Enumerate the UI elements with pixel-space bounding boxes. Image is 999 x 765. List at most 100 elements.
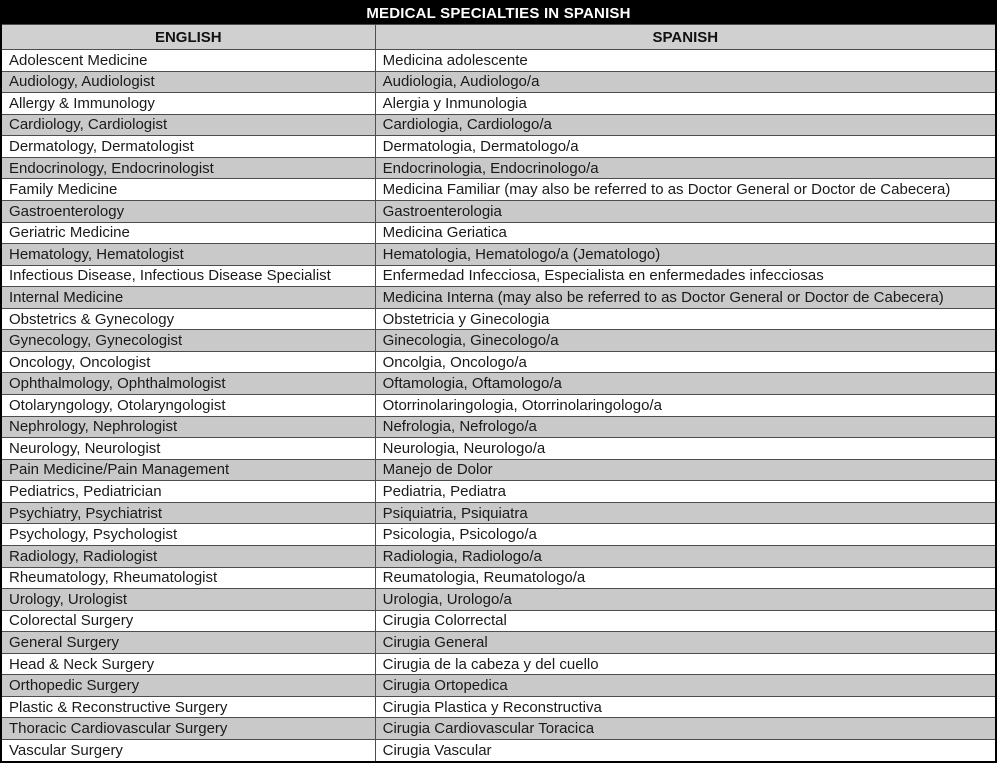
spanish-cell: Cirugia Plastica y Reconstructiva <box>374 695 997 719</box>
english-cell: Orthopedic Surgery <box>0 674 376 697</box>
english-cell: Plastic & Reconstructive Surgery <box>0 695 376 719</box>
spanish-cell: Audiologia, Audiologo/a <box>374 70 997 94</box>
table-row: Radiology, Radiologist Radiologia, Radiol… <box>0 544 997 568</box>
column-header-spanish: SPANISH <box>374 24 997 50</box>
english-cell: Internal Medicine <box>0 286 376 309</box>
english-cell: Head & Neck Surgery <box>0 652 376 676</box>
english-cell: Urology, Urologist <box>0 588 376 611</box>
spanish-cell: Oncolgia, Oncologo/a <box>374 350 997 374</box>
spanish-cell: Alergia y Inmunologia <box>374 92 997 115</box>
english-cell: Gastroenterology <box>0 199 376 223</box>
table-row: Orthopedic Surgery Cirugia Ortopedica <box>0 674 997 697</box>
english-cell: Infectious Disease, Infectious Disease S… <box>0 264 376 288</box>
spanish-cell: Nefrologia, Nefrologo/a <box>374 415 997 439</box>
spanish-cell: Oftamologia, Oftamologo/a <box>374 372 997 395</box>
spanish-cell: Cirugia Cardiovascular Toracica <box>374 717 997 740</box>
spanish-cell: Medicina Geriatica <box>374 221 997 245</box>
table-row: Oncology, Oncologist Oncolgia, Oncologo/a <box>0 350 997 374</box>
english-cell: Neurology, Neurologist <box>0 437 376 460</box>
spanish-cell: Hematologia, Hematologo/a (Jematologo) <box>374 243 997 266</box>
table-row: Psychiatry, Psychiatrist Psiquiatria, Psi… <box>0 501 997 525</box>
spanish-cell: Cardiologia, Cardiologo/a <box>374 113 997 137</box>
table-row: General Surgery Cirugia General <box>0 631 997 654</box>
spanish-cell: Otorrinolaringologia, Otorrinolaringolog… <box>374 394 997 417</box>
table-row: Ophthalmology, Ophthalmologist Oftamologi… <box>0 372 997 395</box>
english-cell: Vascular Surgery <box>0 739 376 763</box>
english-cell: Endocrinology, Endocrinologist <box>0 156 376 180</box>
english-cell: Pediatrics, Pediatrician <box>0 480 376 503</box>
spanish-cell: Cirugia General <box>374 631 997 654</box>
english-cell: Allergy & Immunology <box>0 92 376 115</box>
table-row: Nephrology, Nephrologist Nefrologia, Nefr… <box>0 415 997 439</box>
spanish-cell: Psiquiatria, Psiquiatra <box>374 501 997 525</box>
english-cell: Ophthalmology, Ophthalmologist <box>0 372 376 395</box>
table-row: Vascular Surgery Cirugia Vascular <box>0 739 997 763</box>
table-row: Infectious Disease, Infectious Disease S… <box>0 264 997 288</box>
english-cell: Thoracic Cardiovascular Surgery <box>0 717 376 740</box>
spanish-cell: Cirugia Ortopedica <box>374 674 997 697</box>
table-row: Colorectal Surgery Cirugia Colorrectal <box>0 609 997 633</box>
english-cell: Hematology, Hematologist <box>0 243 376 266</box>
english-cell: Radiology, Radiologist <box>0 544 376 568</box>
table-row: Pain Medicine/Pain Management Manejo de D… <box>0 458 997 482</box>
spanish-cell: Endocrinologia, Endocrinologo/a <box>374 156 997 180</box>
table-row: Otolaryngology, Otolaryngologist Otorrino… <box>0 394 997 417</box>
spanish-cell: Medicina Interna (may also be referred t… <box>374 286 997 309</box>
spanish-cell: Medicina Familiar (may also be referred … <box>374 178 997 201</box>
spanish-cell: Neurologia, Neurologo/a <box>374 437 997 460</box>
english-cell: Colorectal Surgery <box>0 609 376 633</box>
column-header-english: ENGLISH <box>0 24 376 50</box>
table-row: Cardiology, Cardiologist Cardiologia, Car… <box>0 113 997 137</box>
table-body: Adolescent Medicine Medicina adolescente A… <box>0 49 997 763</box>
column-header-row: ENGLISH SPANISH <box>0 24 997 50</box>
table-row: Neurology, Neurologist Neurologia, Neurol… <box>0 437 997 460</box>
table-row: Plastic & Reconstructive Surgery Cirugia … <box>0 695 997 719</box>
english-cell: Oncology, Oncologist <box>0 350 376 374</box>
english-cell: Psychology, Psychologist <box>0 523 376 546</box>
table-row: Allergy & Immunology Alergia y Inmunologi… <box>0 92 997 115</box>
table-row: Audiology, Audiologist Audiologia, Audiol… <box>0 70 997 94</box>
spanish-cell: Pediatria, Pediatra <box>374 480 997 503</box>
table-row: Psychology, Psychologist Psicologia, Psic… <box>0 523 997 546</box>
spanish-cell: Gastroenterologia <box>374 199 997 223</box>
spanish-cell: Obstetricia y Ginecologia <box>374 307 997 331</box>
table-row: Obstetrics & Gynecology Obstetricia y Gin… <box>0 307 997 331</box>
spanish-cell: Cirugia Colorrectal <box>374 609 997 633</box>
english-cell: Otolaryngology, Otolaryngologist <box>0 394 376 417</box>
english-cell: Family Medicine <box>0 178 376 201</box>
english-cell: Rheumatology, Rheumatologist <box>0 566 376 590</box>
english-cell: Cardiology, Cardiologist <box>0 113 376 137</box>
table-row: Hematology, Hematologist Hematologia, Hem… <box>0 243 997 266</box>
table-row: Rheumatology, Rheumatologist Reumatologia… <box>0 566 997 590</box>
table-title: MEDICAL SPECIALTIES IN SPANISH <box>0 0 997 25</box>
spanish-cell: Cirugia de la cabeza y del cuello <box>374 652 997 676</box>
english-cell: Audiology, Audiologist <box>0 70 376 94</box>
table-row: Dermatology, Dermatologist Dermatologia, … <box>0 135 997 158</box>
english-cell: Psychiatry, Psychiatrist <box>0 501 376 525</box>
spanish-cell: Dermatologia, Dermatologo/a <box>374 135 997 158</box>
table-row: Thoracic Cardiovascular Surgery Cirugia C… <box>0 717 997 740</box>
table-row: Internal Medicine Medicina Interna (may a… <box>0 286 997 309</box>
table-row: Geriatric Medicine Medicina Geriatica <box>0 221 997 245</box>
table-row: Endocrinology, Endocrinologist Endocrinol… <box>0 156 997 180</box>
english-cell: Obstetrics & Gynecology <box>0 307 376 331</box>
spanish-cell: Radiologia, Radiologo/a <box>374 544 997 568</box>
spanish-cell: Psicologia, Psicologo/a <box>374 523 997 546</box>
table-row: Gastroenterology Gastroenterologia <box>0 199 997 223</box>
english-cell: General Surgery <box>0 631 376 654</box>
table-row: Family Medicine Medicina Familiar (may al… <box>0 178 997 201</box>
table-row: Gynecology, Gynecologist Ginecologia, Gin… <box>0 329 997 352</box>
english-cell: Gynecology, Gynecologist <box>0 329 376 352</box>
spanish-cell: Medicina adolescente <box>374 49 997 72</box>
english-cell: Geriatric Medicine <box>0 221 376 245</box>
table-title-row: MEDICAL SPECIALTIES IN SPANISH <box>0 0 997 25</box>
spanish-cell: Cirugia Vascular <box>374 739 997 763</box>
table-row: Head & Neck Surgery Cirugia de la cabeza … <box>0 652 997 676</box>
table-row: Adolescent Medicine Medicina adolescente <box>0 49 997 72</box>
english-cell: Dermatology, Dermatologist <box>0 135 376 158</box>
table-row: Pediatrics, Pediatrician Pediatria, Pedia… <box>0 480 997 503</box>
english-cell: Adolescent Medicine <box>0 49 376 72</box>
spanish-cell: Manejo de Dolor <box>374 458 997 482</box>
english-cell: Pain Medicine/Pain Management <box>0 458 376 482</box>
